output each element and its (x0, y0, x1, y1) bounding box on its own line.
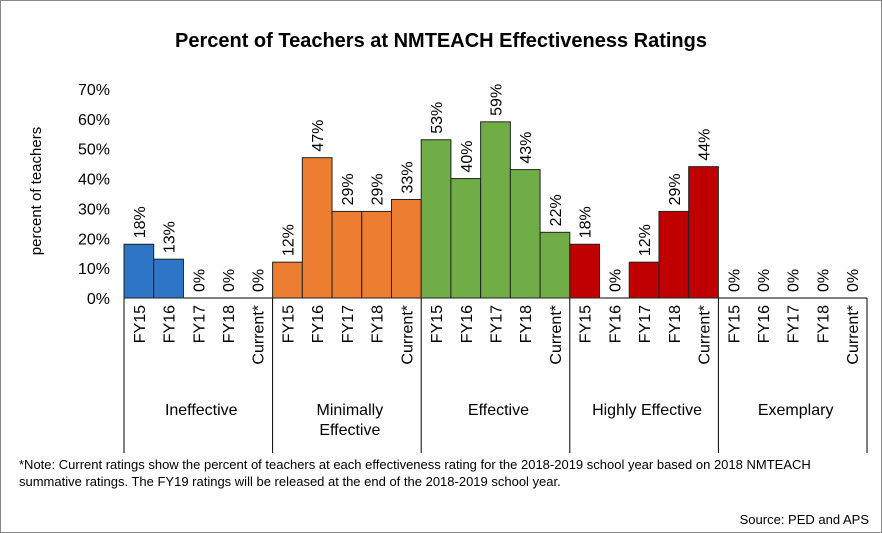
bar (420, 139, 452, 299)
x-tick-label: FY17 (489, 305, 506, 343)
bar (658, 210, 690, 299)
x-tick-label: FY18 (815, 305, 832, 343)
bar (153, 258, 184, 299)
x-tick-label: FY16 (162, 305, 179, 343)
value-label: 40% (459, 141, 476, 173)
bar (301, 157, 333, 299)
x-tick-label: FY16 (607, 305, 624, 343)
bar (628, 261, 660, 299)
value-label: 0% (726, 269, 743, 292)
y-tick-label: 20% (78, 231, 110, 248)
value-label: 12% (637, 224, 654, 256)
x-tick-label: FY18 (370, 305, 387, 343)
value-label: 29% (370, 173, 387, 205)
value-label: 47% (310, 120, 327, 152)
source: Source: PED and APS (739, 512, 869, 527)
value-label: 0% (607, 269, 624, 292)
value-label: 0% (786, 269, 803, 292)
x-tick-label: FY15 (132, 305, 149, 343)
x-tick-label: FY15 (578, 305, 595, 343)
bar (509, 169, 541, 299)
y-tick-label: 30% (78, 201, 110, 218)
value-label: 29% (667, 173, 684, 205)
value-label: 22% (548, 194, 565, 226)
bar (569, 243, 601, 299)
bar (539, 231, 571, 299)
y-tick-label: 40% (78, 172, 110, 189)
x-tick-label: FY15 (429, 305, 446, 343)
x-tick-label: FY16 (310, 305, 327, 343)
x-tick-label: FY17 (191, 305, 208, 343)
bar (390, 198, 422, 299)
value-label: 44% (697, 129, 714, 161)
value-label: 0% (221, 269, 238, 292)
bar (688, 166, 719, 299)
value-label: 33% (399, 161, 416, 193)
group-label: Effective (467, 402, 529, 419)
bar (331, 210, 363, 299)
x-tick-label: FY16 (459, 305, 476, 343)
value-label: 0% (845, 269, 862, 292)
y-tick-label: 60% (78, 112, 110, 129)
bar (450, 178, 482, 299)
bar (361, 210, 392, 299)
value-label: 18% (132, 206, 149, 238)
x-tick-label: FY15 (280, 305, 297, 343)
x-tick-label: FY16 (756, 305, 773, 343)
bar (123, 243, 155, 299)
group-label: Minimally Effective (316, 402, 384, 439)
x-tick-label: FY17 (340, 305, 357, 343)
value-label: 18% (578, 206, 595, 238)
x-tick-label: FY18 (667, 305, 684, 343)
footnote: *Note: Current ratings show the percent … (19, 457, 811, 489)
x-tick-label: FY18 (221, 305, 238, 343)
x-tick-label: Current* (251, 305, 268, 365)
y-axis-label: percent of teachers (28, 127, 45, 255)
y-tick-label: 50% (78, 142, 110, 159)
value-label: 53% (429, 102, 446, 134)
value-label: 12% (280, 224, 297, 256)
x-tick-label: FY17 (637, 305, 654, 343)
value-label: 43% (518, 132, 535, 164)
x-tick-label: FY17 (786, 305, 803, 343)
y-tick-label: 0% (87, 291, 110, 308)
group-label: Highly Effective (592, 402, 703, 419)
x-tick-label: Current* (697, 305, 714, 365)
bar (480, 121, 511, 299)
value-label: 13% (162, 221, 179, 253)
y-tick-label: 10% (78, 261, 110, 278)
x-tick-label: Current* (399, 305, 416, 365)
bar (272, 261, 303, 299)
value-label: 29% (340, 173, 357, 205)
x-tick-label: FY18 (518, 305, 535, 343)
chart-title: Percent of Teachers at NMTEACH Effective… (175, 30, 707, 52)
value-label: 0% (756, 269, 773, 292)
value-label: 59% (489, 84, 506, 116)
value-label: 0% (191, 269, 208, 292)
group-label: Ineffective (164, 402, 238, 419)
x-tick-label: FY15 (726, 305, 743, 343)
value-label: 0% (815, 269, 832, 292)
group-label: Exemplary (757, 402, 834, 419)
value-label: 0% (251, 269, 268, 292)
x-tick-label: Current* (548, 305, 565, 365)
y-tick-label: 70% (78, 82, 110, 99)
x-tick-label: Current* (845, 305, 862, 365)
